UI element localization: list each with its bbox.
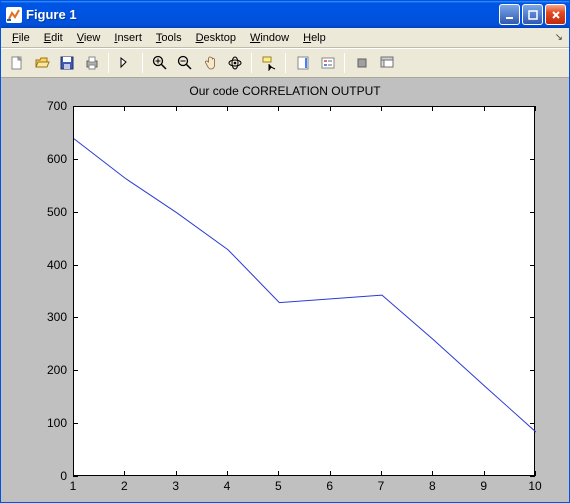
titlebar[interactable]: Figure 1 — [1, 1, 569, 28]
zoom-in-icon[interactable] — [148, 52, 171, 74]
y-tick-mark — [530, 423, 535, 424]
y-tick-mark — [73, 476, 78, 477]
axes-title: Our code CORRELATION OUTPUT — [1, 84, 569, 98]
show-plot-tools-icon[interactable] — [375, 52, 398, 74]
toolbar-separator — [251, 53, 252, 73]
menu-window[interactable]: Window — [243, 30, 296, 46]
rotate3d-icon[interactable] — [223, 52, 246, 74]
x-tick-mark — [381, 106, 382, 111]
close-button[interactable] — [545, 4, 566, 25]
menu-file[interactable]: File — [5, 30, 37, 46]
insert-legend-icon[interactable] — [316, 52, 339, 74]
y-tick-label: 700 — [39, 99, 67, 113]
x-tick-mark — [278, 106, 279, 111]
window-title: Figure 1 — [26, 7, 499, 22]
y-tick-label: 200 — [39, 363, 67, 377]
x-tick-mark — [535, 471, 536, 476]
y-tick-mark — [73, 212, 78, 213]
x-tick-mark — [124, 471, 125, 476]
x-tick-mark — [176, 106, 177, 111]
x-tick-mark — [278, 471, 279, 476]
edit-plot-icon[interactable] — [114, 52, 137, 74]
x-tick-label: 10 — [525, 479, 545, 493]
x-tick-mark — [227, 106, 228, 111]
figure-window: Figure 1 FileEditViewInsertToolsDesktopW… — [0, 0, 570, 503]
data-cursor-icon[interactable] — [257, 52, 280, 74]
hide-plot-tools-icon[interactable] — [350, 52, 373, 74]
toolbar-separator — [142, 53, 143, 73]
toolbar — [1, 48, 569, 78]
toolbar-separator — [344, 53, 345, 73]
insert-colorbar-icon[interactable] — [291, 52, 314, 74]
menu-view[interactable]: View — [70, 30, 108, 46]
x-tick-mark — [484, 471, 485, 476]
x-tick-label: 8 — [422, 479, 442, 493]
y-tick-label: 300 — [39, 310, 67, 324]
y-tick-label: 400 — [39, 258, 67, 272]
x-tick-mark — [124, 106, 125, 111]
menu-tools[interactable]: Tools — [149, 30, 189, 46]
pan-icon[interactable] — [198, 52, 221, 74]
x-tick-label: 6 — [320, 479, 340, 493]
x-tick-label: 7 — [371, 479, 391, 493]
y-tick-mark — [73, 370, 78, 371]
line-plot — [74, 107, 536, 477]
menu-help[interactable]: Help — [296, 30, 333, 46]
x-tick-mark — [535, 106, 536, 111]
minimize-button[interactable] — [499, 4, 520, 25]
matlab-icon — [6, 7, 22, 23]
x-tick-mark — [73, 106, 74, 111]
x-tick-mark — [73, 471, 74, 476]
x-tick-mark — [330, 106, 331, 111]
x-tick-label: 5 — [268, 479, 288, 493]
menu-edit[interactable]: Edit — [37, 30, 70, 46]
axes-box — [73, 106, 535, 476]
x-tick-label: 9 — [474, 479, 494, 493]
y-tick-mark — [73, 159, 78, 160]
y-tick-mark — [73, 317, 78, 318]
menu-insert[interactable]: Insert — [107, 30, 149, 46]
y-tick-mark — [73, 423, 78, 424]
y-tick-mark — [530, 370, 535, 371]
x-tick-mark — [432, 471, 433, 476]
x-tick-mark — [432, 106, 433, 111]
new-figure-icon[interactable] — [5, 52, 28, 74]
y-tick-mark — [530, 317, 535, 318]
x-tick-label: 1 — [63, 479, 83, 493]
print-icon[interactable] — [80, 52, 103, 74]
x-tick-label: 3 — [166, 479, 186, 493]
x-tick-mark — [484, 106, 485, 111]
x-tick-label: 4 — [217, 479, 237, 493]
menubar: FileEditViewInsertToolsDesktopWindowHelp… — [1, 28, 569, 48]
x-tick-mark — [176, 471, 177, 476]
toolbar-separator — [108, 53, 109, 73]
window-buttons — [499, 4, 566, 25]
maximize-button[interactable] — [522, 4, 543, 25]
x-tick-mark — [330, 471, 331, 476]
y-tick-mark — [530, 212, 535, 213]
zoom-out-icon[interactable] — [173, 52, 196, 74]
figure-content: Our code CORRELATION OUTPUT 010020030040… — [1, 78, 569, 502]
open-icon[interactable] — [30, 52, 53, 74]
y-tick-label: 100 — [39, 416, 67, 430]
toolbar-separator — [285, 53, 286, 73]
x-tick-mark — [227, 471, 228, 476]
menu-desktop[interactable]: Desktop — [189, 30, 243, 46]
y-tick-label: 500 — [39, 205, 67, 219]
dock-cue-icon[interactable]: ↘ — [555, 32, 563, 43]
y-tick-mark — [530, 476, 535, 477]
x-tick-mark — [381, 471, 382, 476]
save-icon[interactable] — [55, 52, 78, 74]
y-tick-mark — [73, 265, 78, 266]
y-tick-mark — [530, 159, 535, 160]
y-tick-mark — [530, 265, 535, 266]
y-tick-label: 600 — [39, 152, 67, 166]
x-tick-label: 2 — [114, 479, 134, 493]
